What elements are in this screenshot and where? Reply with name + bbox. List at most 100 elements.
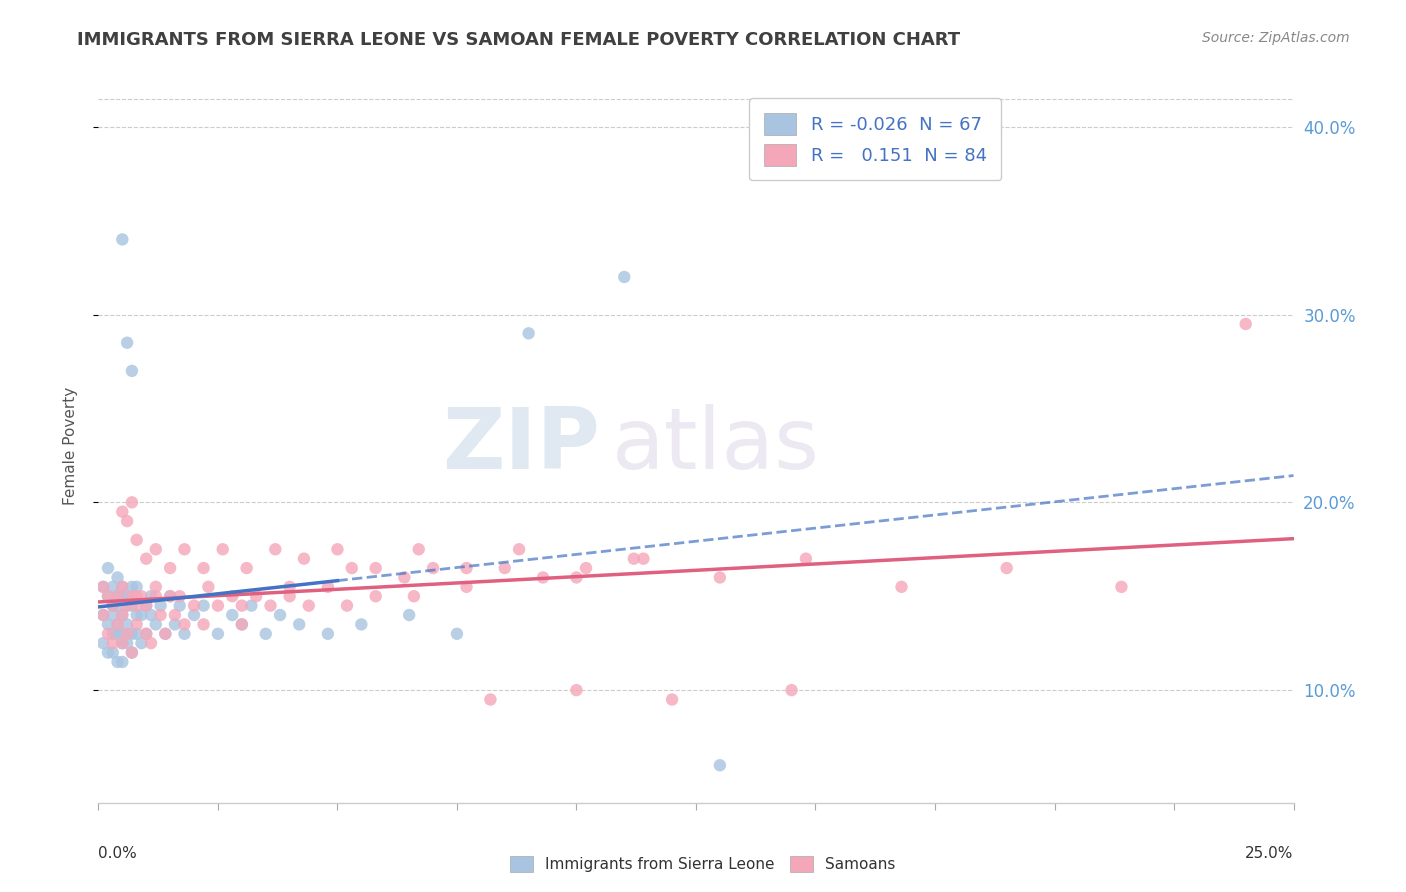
Point <box>298 599 321 613</box>
Point <box>278 580 301 594</box>
Point <box>149 599 172 613</box>
Point <box>121 580 143 594</box>
Point <box>107 617 129 632</box>
Point <box>107 589 129 603</box>
Point <box>890 580 912 594</box>
Point <box>115 636 138 650</box>
Point <box>494 561 516 575</box>
Point <box>115 514 138 528</box>
Point <box>316 580 339 594</box>
Point <box>709 570 731 584</box>
Point <box>207 599 229 613</box>
Point <box>135 627 157 641</box>
Point <box>446 627 468 641</box>
Point <box>169 599 191 613</box>
Point <box>97 627 120 641</box>
Point <box>111 655 134 669</box>
Point <box>565 570 588 584</box>
Point <box>135 627 157 641</box>
Point <box>111 505 134 519</box>
Point <box>115 617 138 632</box>
Point <box>221 607 243 622</box>
Point <box>326 542 349 557</box>
Text: ZIP: ZIP <box>443 404 600 488</box>
Point <box>613 270 636 285</box>
Point <box>995 561 1018 575</box>
Point <box>91 580 114 594</box>
Point <box>197 580 219 594</box>
Point <box>111 580 134 594</box>
Point <box>240 599 263 613</box>
Point <box>107 627 129 641</box>
Point <box>91 580 114 594</box>
Point <box>101 599 124 613</box>
Point <box>107 599 129 613</box>
Point <box>254 627 277 641</box>
Point <box>340 561 363 575</box>
Point <box>97 617 120 632</box>
Point <box>155 627 177 641</box>
Text: IMMIGRANTS FROM SIERRA LEONE VS SAMOAN FEMALE POVERTY CORRELATION CHART: IMMIGRANTS FROM SIERRA LEONE VS SAMOAN F… <box>77 31 960 49</box>
Point <box>336 599 359 613</box>
Point <box>159 589 181 603</box>
Point <box>121 646 143 660</box>
Point <box>115 589 138 603</box>
Point <box>479 692 502 706</box>
Point <box>91 607 114 622</box>
Point <box>101 636 124 650</box>
Point <box>278 589 301 603</box>
Point <box>350 617 373 632</box>
Point <box>456 580 478 594</box>
Point <box>173 542 195 557</box>
Point <box>245 589 267 603</box>
Point <box>456 561 478 575</box>
Point <box>111 607 134 622</box>
Point <box>97 561 120 575</box>
Point <box>115 335 138 350</box>
Point <box>121 364 143 378</box>
Point <box>364 561 387 575</box>
Point <box>661 692 683 706</box>
Point <box>623 551 645 566</box>
Point <box>145 617 167 632</box>
Point <box>107 617 129 632</box>
Point <box>111 589 134 603</box>
Point <box>131 589 153 603</box>
Point <box>402 589 425 603</box>
Point <box>131 607 153 622</box>
Point <box>125 607 148 622</box>
Point <box>264 542 287 557</box>
Point <box>107 589 129 603</box>
Text: Source: ZipAtlas.com: Source: ZipAtlas.com <box>1202 31 1350 45</box>
Point <box>115 627 138 641</box>
Point <box>408 542 430 557</box>
Point <box>121 589 143 603</box>
Point <box>221 589 243 603</box>
Point <box>131 636 153 650</box>
Point <box>159 589 181 603</box>
Point <box>115 599 138 613</box>
Point <box>193 561 215 575</box>
Point <box>193 617 215 632</box>
Text: 25.0%: 25.0% <box>1246 846 1294 861</box>
Point <box>97 589 120 603</box>
Point <box>135 599 157 613</box>
Point <box>125 627 148 641</box>
Point <box>193 599 215 613</box>
Point <box>207 627 229 641</box>
Point <box>115 599 138 613</box>
Point <box>211 542 233 557</box>
Point <box>231 599 253 613</box>
Point <box>145 542 167 557</box>
Point <box>121 599 143 613</box>
Point <box>155 627 177 641</box>
Legend: R = -0.026  N = 67, R =   0.151  N = 84: R = -0.026 N = 67, R = 0.151 N = 84 <box>749 98 1001 180</box>
Point <box>125 599 148 613</box>
Point <box>183 599 205 613</box>
Point <box>169 589 191 603</box>
Point <box>139 589 162 603</box>
Point <box>139 636 162 650</box>
Point <box>235 561 257 575</box>
Point <box>135 599 157 613</box>
Point <box>316 627 339 641</box>
